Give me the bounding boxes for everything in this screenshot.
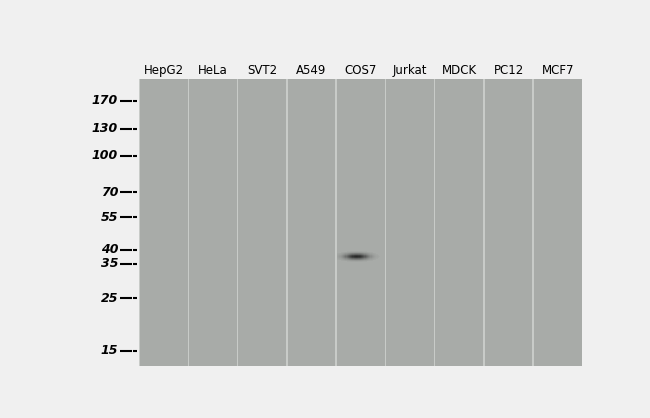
Bar bbox=[140, 79, 188, 366]
Text: COS7: COS7 bbox=[344, 64, 377, 76]
Text: Jurkat: Jurkat bbox=[393, 64, 427, 76]
Bar bbox=[139, 79, 582, 366]
Text: 170: 170 bbox=[92, 94, 118, 107]
Bar bbox=[386, 79, 434, 366]
Text: 70: 70 bbox=[101, 186, 118, 199]
Text: SVT2: SVT2 bbox=[247, 64, 278, 76]
Text: HepG2: HepG2 bbox=[144, 64, 184, 76]
Text: 35: 35 bbox=[101, 257, 118, 270]
Text: 40: 40 bbox=[101, 243, 118, 256]
Text: PC12: PC12 bbox=[493, 64, 524, 76]
Text: A549: A549 bbox=[296, 64, 327, 76]
Bar bbox=[189, 79, 237, 366]
Text: 100: 100 bbox=[92, 149, 118, 162]
Text: 15: 15 bbox=[101, 344, 118, 357]
Bar bbox=[534, 79, 582, 366]
Text: 25: 25 bbox=[101, 292, 118, 305]
Text: 130: 130 bbox=[92, 122, 118, 135]
Text: 55: 55 bbox=[101, 211, 118, 224]
Bar bbox=[288, 79, 335, 366]
Text: HeLa: HeLa bbox=[198, 64, 228, 76]
Text: MDCK: MDCK bbox=[442, 64, 477, 76]
Bar bbox=[337, 79, 385, 366]
Bar bbox=[239, 79, 286, 366]
Bar bbox=[485, 79, 532, 366]
Bar bbox=[436, 79, 483, 366]
Text: MCF7: MCF7 bbox=[541, 64, 574, 76]
